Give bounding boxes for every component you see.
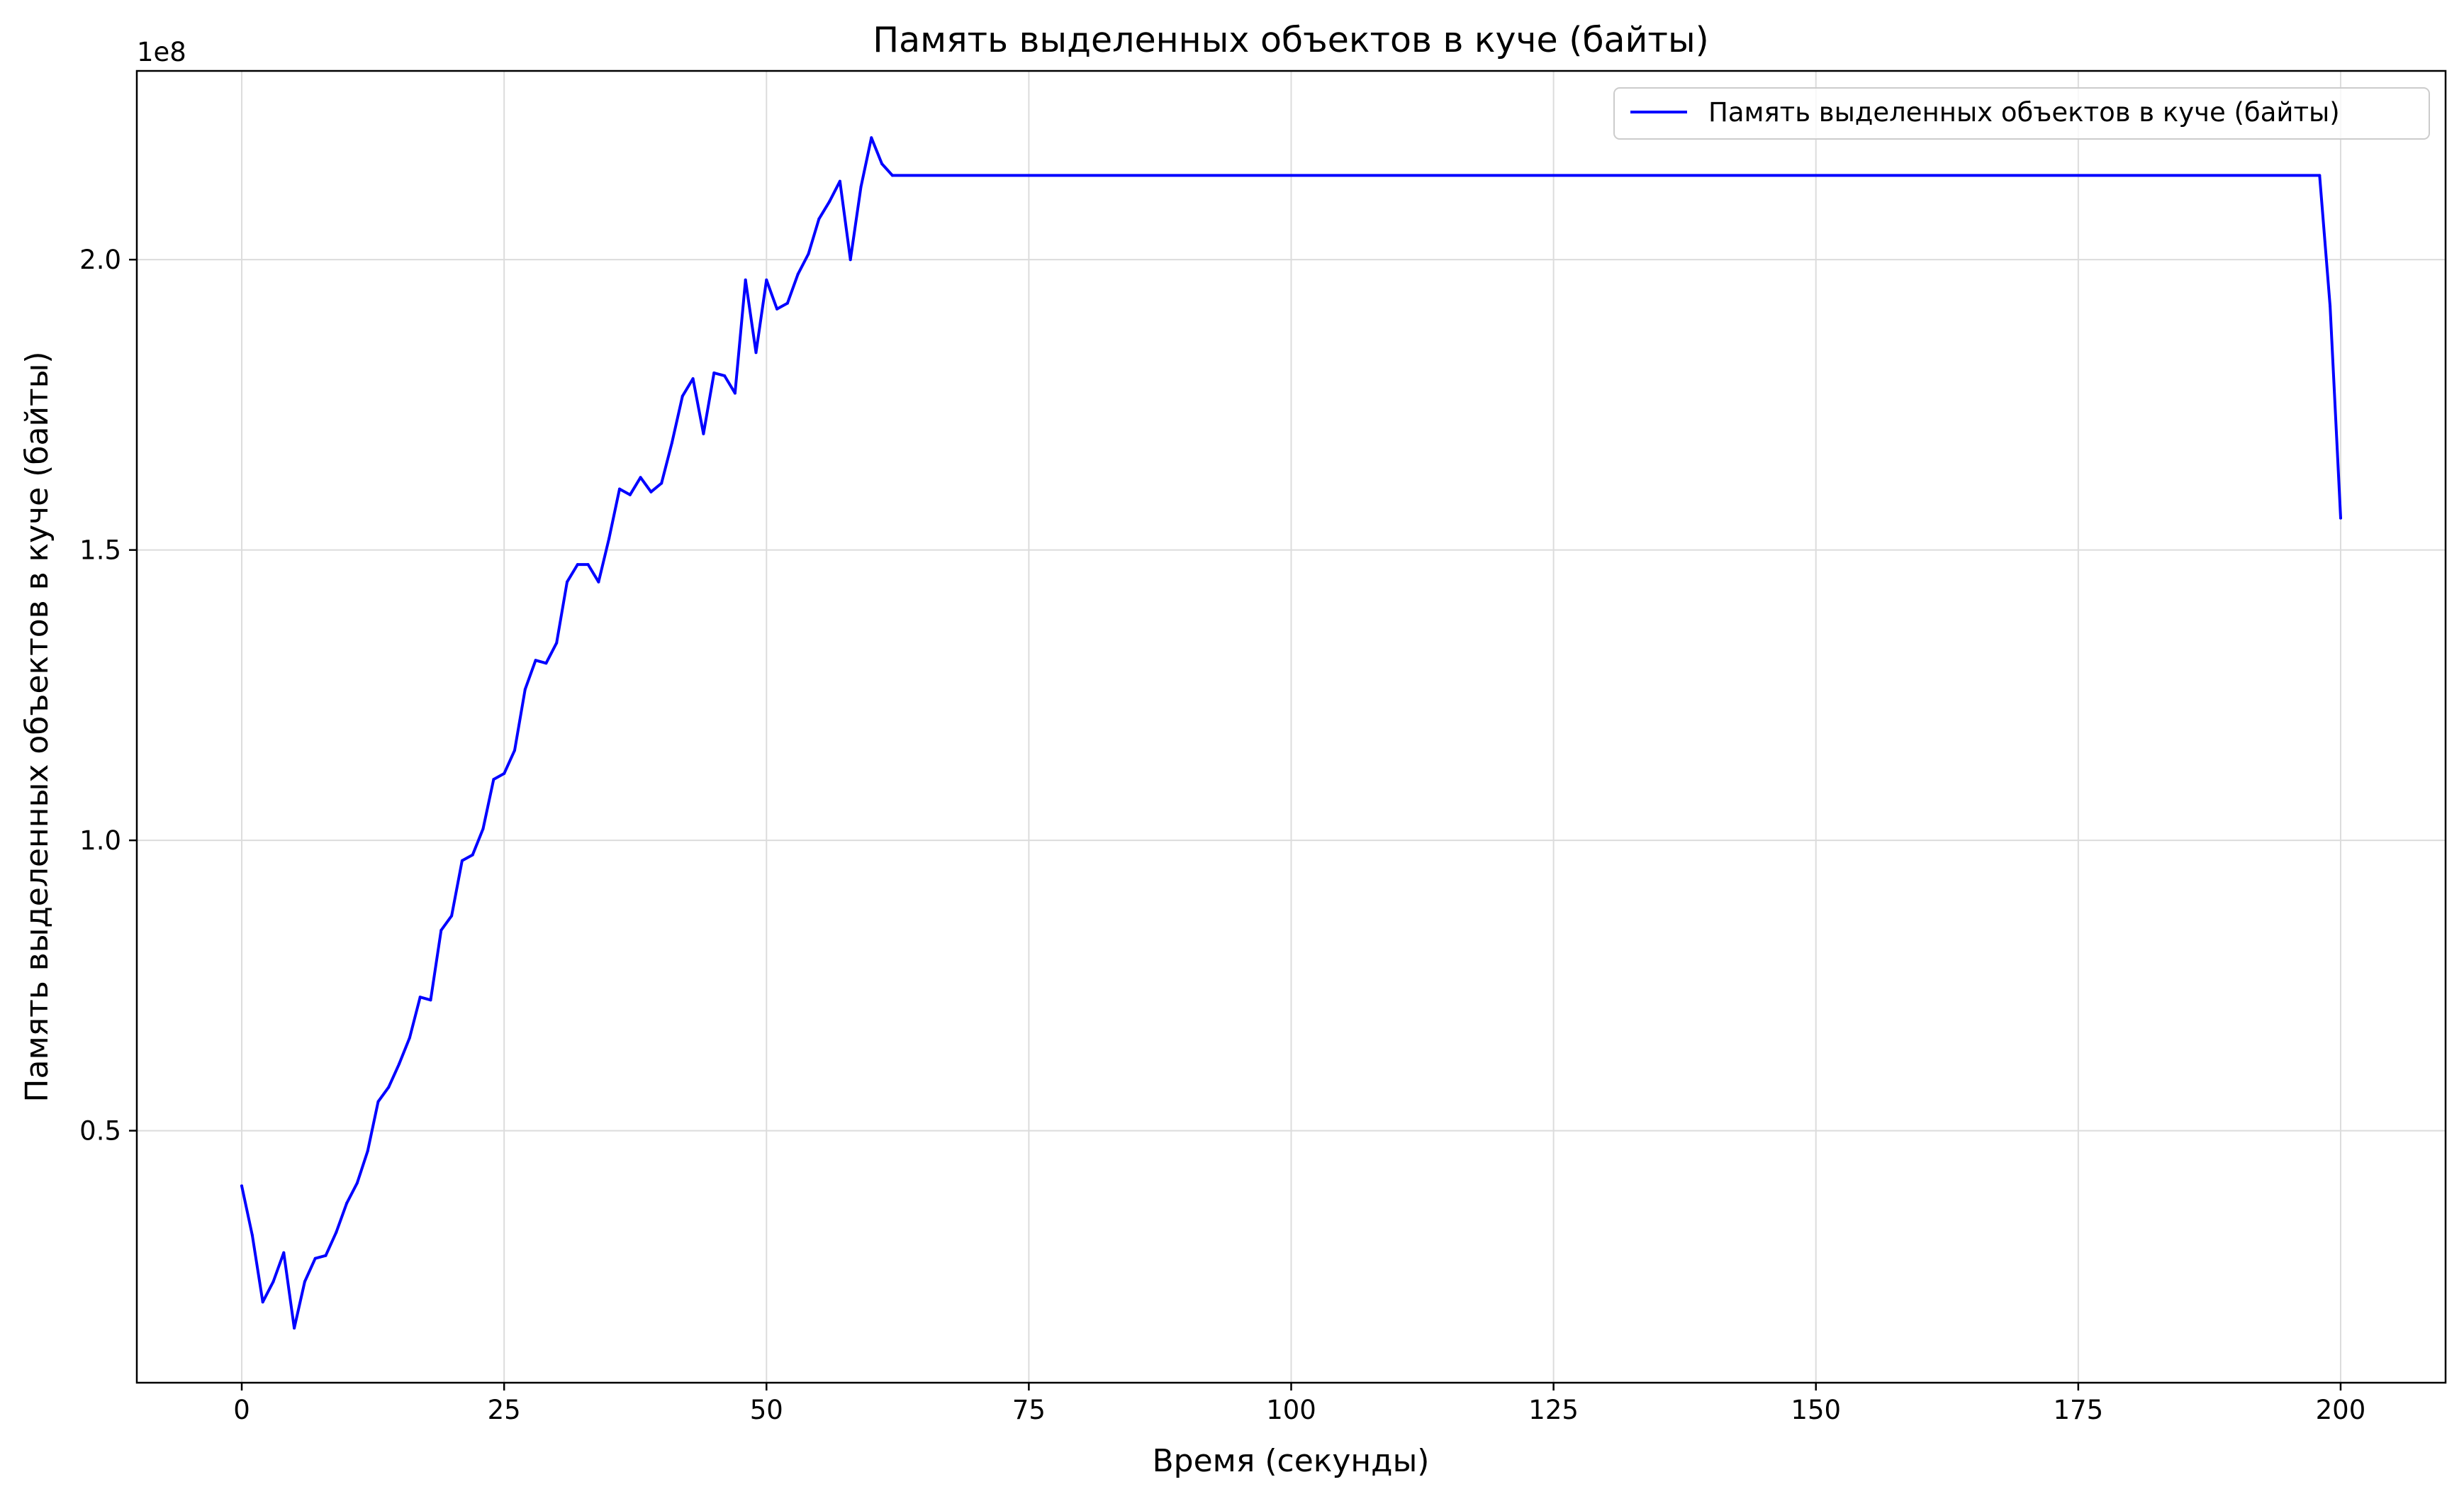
data-point bbox=[313, 1256, 317, 1260]
data-point bbox=[534, 659, 537, 662]
data-point bbox=[2329, 304, 2332, 308]
data-point bbox=[880, 162, 884, 165]
data-point bbox=[618, 487, 621, 491]
data-point bbox=[628, 493, 632, 496]
data-point bbox=[576, 563, 579, 567]
data-point bbox=[828, 200, 831, 204]
legend-box bbox=[1613, 87, 2430, 140]
data-point bbox=[513, 749, 516, 752]
data-point bbox=[503, 771, 506, 775]
data-point bbox=[597, 580, 600, 584]
x-tick-label: 50 bbox=[750, 1395, 783, 1425]
y-offset-label: 1e8 bbox=[137, 37, 186, 67]
data-point bbox=[890, 174, 894, 177]
x-tick-label: 25 bbox=[488, 1395, 521, 1425]
data-point bbox=[2318, 174, 2322, 177]
data-point bbox=[429, 998, 432, 1002]
data-point bbox=[586, 563, 590, 567]
data-point bbox=[733, 391, 737, 395]
data-point bbox=[859, 185, 863, 189]
ticks: 0 25 50 75 100 125 150 175 200 0.5 1.0 1.5 2.0 bbox=[79, 245, 2365, 1425]
data-point bbox=[398, 1062, 401, 1066]
data-point bbox=[450, 914, 454, 918]
data-point bbox=[2339, 516, 2342, 520]
legend-entry-label: Память выделенных объектов в куче (байты… bbox=[1708, 97, 2340, 128]
data-point bbox=[387, 1086, 391, 1089]
data-point bbox=[523, 688, 527, 691]
x-axis-label: Время (секунды) bbox=[1153, 1443, 1430, 1479]
y-tick-label: 1.0 bbox=[79, 825, 121, 856]
y-axis-label: Память выделенных объектов в куче (байты… bbox=[19, 351, 55, 1102]
data-point bbox=[671, 441, 673, 445]
data-point bbox=[481, 827, 485, 830]
data-point bbox=[691, 377, 695, 380]
data-point bbox=[439, 929, 443, 932]
data-point bbox=[355, 1181, 359, 1185]
data-point bbox=[460, 859, 464, 862]
data-point bbox=[660, 481, 663, 485]
data-point bbox=[566, 580, 569, 584]
x-tick-label: 150 bbox=[1791, 1395, 1841, 1425]
data-point bbox=[723, 374, 727, 377]
data-point bbox=[754, 351, 758, 355]
data-point bbox=[765, 278, 768, 282]
y-tick-label: 0.5 bbox=[79, 1116, 121, 1147]
data-point bbox=[250, 1234, 254, 1237]
x-tick-label: 100 bbox=[1266, 1395, 1316, 1425]
series-layer bbox=[240, 136, 2342, 1330]
y-tick-label: 1.5 bbox=[79, 535, 121, 566]
data-point bbox=[849, 258, 852, 262]
data-point bbox=[408, 1036, 411, 1040]
data-point bbox=[345, 1201, 349, 1205]
data-point bbox=[555, 641, 559, 645]
data-point bbox=[544, 662, 548, 665]
data-point bbox=[702, 432, 705, 435]
data-point bbox=[293, 1327, 296, 1330]
data-point bbox=[282, 1251, 286, 1254]
data-point bbox=[785, 301, 789, 305]
data-point bbox=[261, 1300, 264, 1304]
data-point bbox=[492, 778, 495, 781]
x-tick-label: 75 bbox=[1012, 1395, 1046, 1425]
data-point bbox=[418, 996, 422, 999]
data-point bbox=[838, 179, 841, 183]
data-point bbox=[649, 490, 653, 494]
data-point bbox=[607, 537, 611, 540]
data-point bbox=[366, 1149, 369, 1153]
data-point bbox=[376, 1100, 380, 1103]
data-point bbox=[324, 1254, 327, 1257]
data-point bbox=[870, 136, 873, 140]
series-line bbox=[240, 136, 2342, 1330]
chart-title: Память выделенных объектов в куче (байты… bbox=[873, 20, 1709, 60]
x-tick-label: 200 bbox=[2316, 1395, 2366, 1425]
x-tick-label: 175 bbox=[2054, 1395, 2104, 1425]
data-point bbox=[271, 1280, 275, 1283]
data-point bbox=[639, 476, 642, 479]
data-point bbox=[744, 278, 747, 282]
data-point bbox=[796, 272, 800, 276]
x-tick-label: 125 bbox=[1528, 1395, 1579, 1425]
data-point bbox=[240, 1184, 243, 1188]
data-point bbox=[712, 371, 716, 374]
data-point bbox=[335, 1230, 338, 1234]
data-point bbox=[775, 307, 779, 311]
data-point bbox=[807, 252, 810, 255]
y-tick-label: 2.0 bbox=[79, 245, 121, 275]
data-point bbox=[471, 853, 474, 857]
legend: Память выделенных объектов в куче (байты… bbox=[1613, 87, 2430, 140]
data-point bbox=[303, 1280, 306, 1283]
x-tick-label: 0 bbox=[233, 1395, 250, 1425]
data-point bbox=[681, 394, 684, 398]
data-point bbox=[817, 217, 821, 221]
